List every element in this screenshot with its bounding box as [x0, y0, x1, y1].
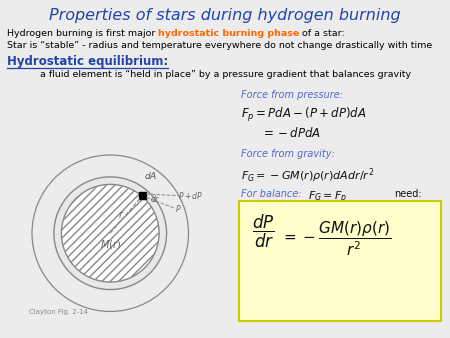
Circle shape	[54, 177, 166, 290]
Text: $= -dPdA$: $= -dPdA$	[261, 126, 321, 140]
Text: $P+dP$: $P+dP$	[179, 190, 204, 200]
Text: need:: need:	[394, 189, 421, 199]
Text: Force from gravity:: Force from gravity:	[241, 149, 334, 160]
Text: $dA$: $dA$	[144, 170, 157, 181]
Text: Hydrogen burning is first major: Hydrogen burning is first major	[7, 29, 158, 38]
Text: $P$: $P$	[176, 203, 182, 214]
Text: Properties of stars during hydrogen burning: Properties of stars during hydrogen burn…	[49, 8, 401, 23]
Text: For balance:: For balance:	[241, 189, 301, 199]
Text: $= -\dfrac{GM(r)\rho(r)}{r^2}$: $= -\dfrac{GM(r)\rho(r)}{r^2}$	[281, 220, 392, 258]
Text: of a star:: of a star:	[299, 29, 345, 38]
Text: $r$: $r$	[117, 209, 124, 220]
FancyBboxPatch shape	[238, 201, 441, 321]
Text: Force from pressure:: Force from pressure:	[241, 90, 343, 100]
Polygon shape	[140, 192, 146, 199]
Text: $\dfrac{dP}{dr}$: $\dfrac{dP}{dr}$	[252, 213, 274, 250]
Text: Clayton Fig. 2-14: Clayton Fig. 2-14	[29, 309, 88, 315]
Text: $F_G = F_p$: $F_G = F_p$	[308, 189, 347, 206]
Circle shape	[62, 185, 159, 282]
Text: hydrostatic burning phase: hydrostatic burning phase	[158, 29, 299, 38]
Text: Hydrostatic equilibrium:: Hydrostatic equilibrium:	[7, 55, 168, 68]
Text: $M(r)$: $M(r)$	[100, 238, 121, 251]
Text: a fluid element is “held in place” by a pressure gradient that balances gravity: a fluid element is “held in place” by a …	[40, 70, 412, 79]
Text: $dr$: $dr$	[150, 193, 161, 204]
Text: $F_p = PdA-(P+dP)dA$: $F_p = PdA-(P+dP)dA$	[241, 106, 366, 124]
Text: Star is “stable” - radius and temperature everywhere do not change drastically w: Star is “stable” - radius and temperatur…	[7, 41, 432, 50]
Text: $F_G = -GM(r)\rho(r)dAdr/r^2$: $F_G = -GM(r)\rho(r)dAdr/r^2$	[241, 166, 374, 185]
